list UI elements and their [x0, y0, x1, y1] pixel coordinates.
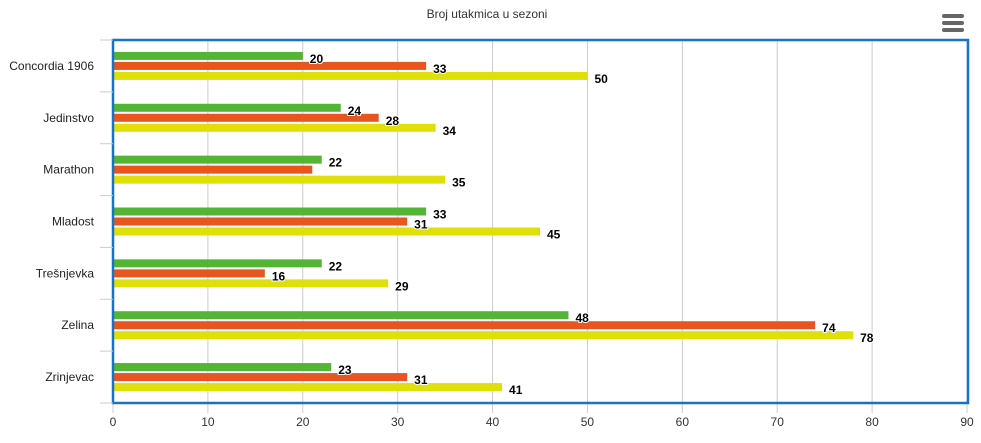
bar: [114, 165, 313, 174]
data-label: 31: [414, 373, 428, 387]
x-tick-label: 80: [865, 415, 879, 429]
data-label: 24: [348, 104, 362, 118]
data-label: 34: [443, 124, 457, 138]
category-label: Zelina: [61, 318, 94, 332]
data-label: 20: [310, 52, 324, 66]
data-label: 48: [575, 311, 589, 325]
bar: [114, 71, 588, 80]
x-tick-label: 70: [771, 415, 785, 429]
data-labels: 20 33 50 24 28 34 22 35 33 31 45 22 16 29 48 74 78 23 31 41: [271, 51, 875, 398]
data-label: 33: [433, 62, 447, 76]
bar: [114, 259, 322, 268]
x-tick-label: 30: [391, 415, 405, 429]
bar: [114, 155, 322, 164]
category-label: Mladost: [52, 215, 95, 229]
x-tick-label: 40: [486, 415, 500, 429]
grid-lines: [112, 40, 968, 413]
data-label: 35: [452, 176, 466, 190]
bar: [114, 207, 427, 216]
bar: [114, 311, 569, 320]
bar: [114, 363, 332, 372]
chart-title: Broj utakmica u sezoni: [427, 7, 548, 21]
data-label: 16: [272, 269, 286, 283]
x-tick-label: 50: [581, 415, 595, 429]
data-label: 41: [509, 383, 523, 397]
data-label: 22: [329, 156, 343, 170]
data-label: 45: [547, 228, 561, 242]
data-label: 23: [338, 363, 352, 377]
bar: [114, 113, 379, 122]
category-label: Concordia 1906: [9, 59, 94, 73]
x-tick-label: 60: [676, 415, 690, 429]
hamburger-menu-icon: [942, 14, 966, 32]
category-label: Trešnjevka: [36, 266, 95, 280]
x-tick-label: 90: [960, 415, 974, 429]
bar: [114, 51, 303, 60]
plot-frame: [111, 38, 970, 405]
bars: [114, 51, 854, 392]
bar: [114, 227, 540, 236]
bar: [114, 321, 816, 330]
data-label: 78: [860, 331, 874, 345]
bar: [114, 217, 408, 226]
bar: [114, 331, 854, 340]
chart-menu-button[interactable]: [942, 14, 966, 34]
category-label: Zrinjevac: [45, 370, 94, 384]
data-label: 74: [822, 321, 836, 335]
bar: [114, 103, 341, 112]
category-label: Marathon: [43, 163, 94, 177]
axes: 0 10 20 30 40 50 60 70 80 90 Concordia 1906 Jedinst…: [9, 39, 974, 429]
x-tick-label: 0: [110, 415, 117, 429]
bar: [114, 269, 265, 278]
bar: [114, 279, 389, 288]
bar: [114, 383, 503, 392]
bar: [114, 61, 427, 70]
category-label: Jedinstvo: [43, 111, 94, 125]
data-label: 31: [414, 218, 428, 232]
data-label: 50: [594, 72, 608, 86]
bar: [114, 123, 436, 132]
data-label: 33: [433, 208, 447, 222]
x-tick-label: 20: [296, 415, 310, 429]
bar: [114, 175, 446, 184]
data-label: 28: [386, 114, 400, 128]
x-tick-label: 10: [201, 415, 215, 429]
data-label: 22: [329, 259, 343, 273]
data-label: 29: [395, 279, 409, 293]
bar: [114, 373, 408, 382]
